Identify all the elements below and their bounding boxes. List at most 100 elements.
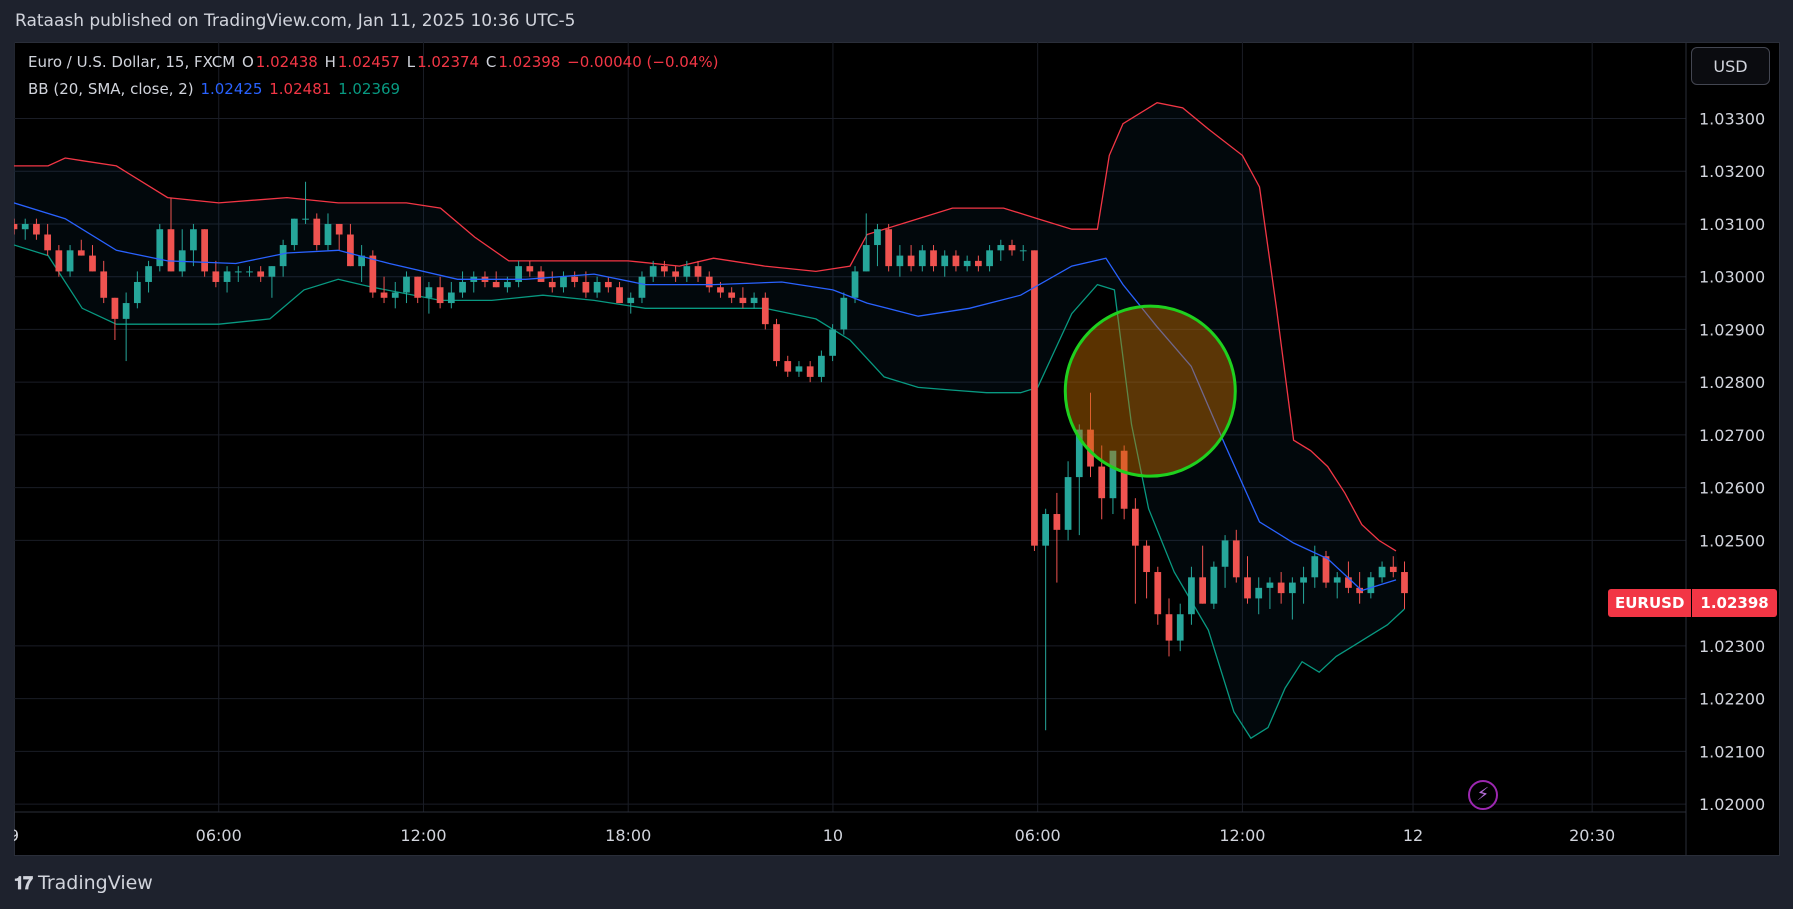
- tradingview-logo-icon: 𝟏𝟕: [14, 872, 33, 894]
- candle-body: [1176, 614, 1184, 641]
- candle-body: [290, 218, 298, 246]
- candle-body: [335, 223, 343, 235]
- time-tick-label: 06:00: [196, 826, 242, 845]
- candle-body: [1221, 540, 1229, 567]
- candle-body: [986, 250, 993, 267]
- candle-body: [1008, 245, 1016, 251]
- candle-body: [212, 271, 220, 282]
- candle-body: [694, 266, 702, 277]
- indicator-legend: BB (20, SMA, close, 2) 1.02425 1.02481 1…: [28, 79, 402, 99]
- candle-body: [896, 255, 904, 267]
- candle-body: [1255, 587, 1263, 599]
- candle-body: [1154, 572, 1162, 615]
- open-label: O: [241, 53, 254, 71]
- candle-body: [369, 255, 377, 293]
- low-label: L: [406, 53, 416, 71]
- candle-body: [885, 229, 893, 267]
- high-label: H: [324, 53, 336, 71]
- bb-lower-value: 1.02369: [338, 80, 401, 98]
- symbol-name[interactable]: Euro / U.S. Dollar, 15, FXCM: [28, 53, 236, 71]
- candle-body: [111, 297, 119, 319]
- candle-body: [436, 287, 444, 304]
- candle-body: [571, 276, 579, 282]
- candle-body: [649, 266, 657, 277]
- publish-info: Rataash published on TradingView.com, Ja…: [15, 11, 576, 31]
- candle-body: [66, 250, 74, 272]
- candle-body: [279, 245, 287, 267]
- chart-panel[interactable]: [14, 42, 1780, 856]
- candle-body: [773, 324, 780, 362]
- candle-body: [1300, 577, 1307, 583]
- candle-body: [874, 229, 881, 246]
- lightning-bolt-icon[interactable]: ⚡: [1468, 780, 1498, 810]
- high-value: 1.02457: [337, 53, 400, 71]
- chart-grid: [14, 42, 1686, 812]
- candle-body: [930, 250, 937, 267]
- candle-body: [1210, 566, 1218, 604]
- bollinger-upper-line: [14, 102, 1397, 552]
- candle-body: [1345, 577, 1352, 588]
- price-axis-labels: 1.03300 1.03200 1.03100 1.03000 1.02900 1.028…: [1699, 109, 1765, 814]
- last-price-tag: EURUSD 1.02398: [1608, 589, 1777, 617]
- time-tick-label: 9: [14, 826, 19, 845]
- candle-body: [459, 281, 466, 293]
- candle-body: [1277, 582, 1285, 594]
- candle-body: [1288, 582, 1296, 594]
- candle-body: [1165, 614, 1173, 641]
- candle-body: [324, 223, 332, 246]
- currency-button[interactable]: USD: [1691, 47, 1770, 85]
- highlight-circle: [1063, 304, 1237, 478]
- close-value: 1.02398: [498, 53, 561, 71]
- price-tick-label: 1.02600: [1699, 479, 1765, 498]
- open-value: 1.02438: [255, 53, 318, 71]
- time-tick-label: 12: [1403, 826, 1423, 845]
- candle-body: [1188, 577, 1195, 615]
- candle-body: [492, 281, 500, 288]
- price-tick-label: 1.03200: [1699, 162, 1765, 181]
- candle-body: [582, 281, 590, 293]
- candle-body: [997, 245, 1005, 251]
- candle-body: [1120, 450, 1128, 509]
- candle-body: [167, 229, 175, 272]
- candle-body: [1378, 566, 1386, 578]
- indicator-name[interactable]: BB (20, SMA, close, 2): [28, 80, 194, 98]
- footer-brand[interactable]: 𝟏𝟕 TradingView: [14, 870, 153, 896]
- candle-body: [627, 297, 635, 304]
- candle-body: [1389, 566, 1397, 573]
- footer-brand-name: TradingView: [38, 872, 153, 894]
- candle-body: [851, 271, 859, 298]
- candle-body: [1019, 250, 1027, 252]
- time-tick-label: 20:30: [1569, 826, 1615, 845]
- candle-body: [122, 303, 130, 319]
- price-tick-label: 1.02900: [1699, 320, 1765, 339]
- candle-body: [1232, 540, 1240, 578]
- price-chart[interactable]: 1.03300 1.03200 1.03100 1.03000 1.02900 1.028…: [14, 42, 1780, 856]
- last-price-value: 1.02398: [1692, 589, 1777, 617]
- candle-body: [705, 276, 713, 288]
- price-tick-label: 1.03000: [1699, 268, 1765, 287]
- candle-body: [616, 287, 623, 304]
- time-tick-label: 18:00: [605, 826, 651, 845]
- candle-body: [728, 292, 736, 298]
- candle-body: [537, 271, 545, 282]
- price-tick-label: 1.02200: [1699, 690, 1765, 709]
- candle-body: [21, 223, 29, 230]
- candle-body: [761, 297, 769, 325]
- last-price-symbol: EURUSD: [1608, 589, 1692, 617]
- candle-body: [840, 297, 848, 330]
- candle-body: [145, 266, 152, 282]
- candle-body: [156, 229, 164, 267]
- price-tick-label: 1.02100: [1699, 742, 1765, 761]
- candle-body: [133, 281, 141, 304]
- candle-body: [234, 271, 242, 273]
- candle-body: [952, 255, 960, 267]
- price-tick-label: 1.03300: [1699, 109, 1765, 128]
- candle-body: [313, 218, 321, 246]
- bb-basis-value: 1.02425: [200, 80, 263, 98]
- candle-body: [661, 266, 668, 272]
- candle-body: [963, 260, 971, 267]
- time-tick-label: 12:00: [400, 826, 446, 845]
- time-tick-label: 10: [823, 826, 843, 845]
- candle-body: [818, 355, 825, 377]
- bollinger-basis-line: [14, 202, 1397, 592]
